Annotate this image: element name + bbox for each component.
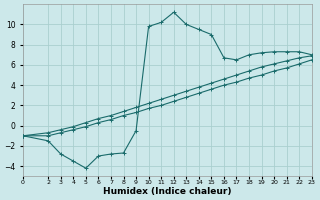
X-axis label: Humidex (Indice chaleur): Humidex (Indice chaleur) bbox=[103, 187, 232, 196]
